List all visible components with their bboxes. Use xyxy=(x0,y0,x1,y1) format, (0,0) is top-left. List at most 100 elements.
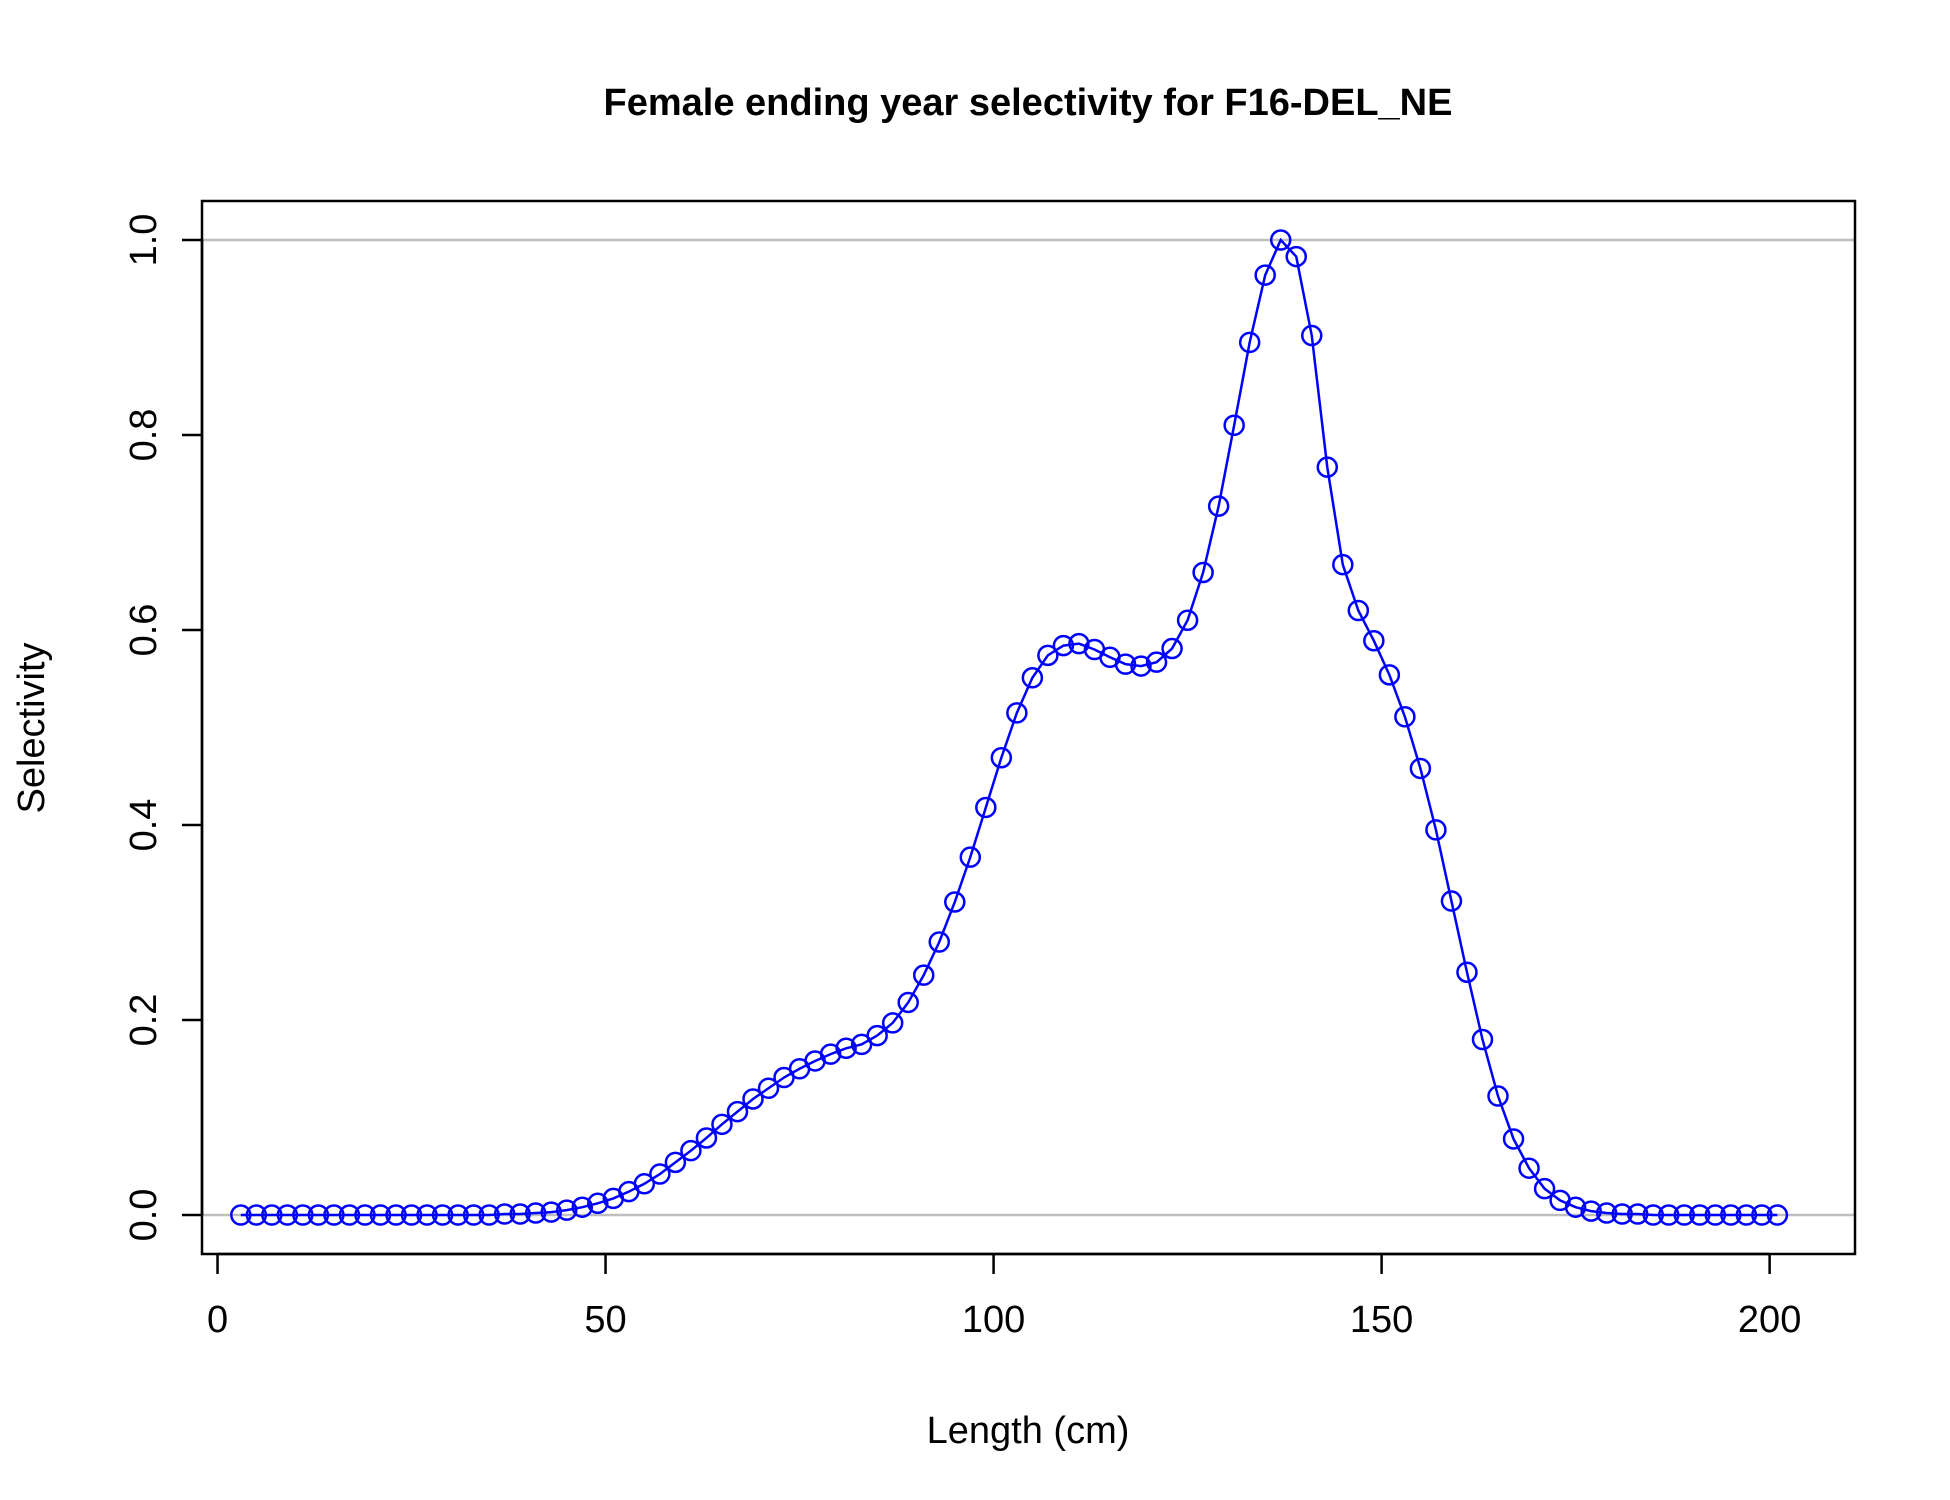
data-point xyxy=(1580,1200,1602,1222)
data-point xyxy=(1332,553,1354,576)
data-point xyxy=(1238,331,1261,354)
data-point xyxy=(1440,890,1463,912)
x-tick-label: 0 xyxy=(207,1299,228,1341)
data-point xyxy=(1409,757,1432,780)
data-point xyxy=(307,1204,330,1226)
x-tick-label: 200 xyxy=(1738,1299,1801,1341)
data-point xyxy=(1564,1196,1587,1218)
data-point xyxy=(912,964,935,986)
data-point xyxy=(695,1127,718,1149)
x-axis-label: Length (cm) xyxy=(927,1410,1130,1452)
data-point xyxy=(431,1204,454,1226)
data-point xyxy=(928,931,951,953)
chart-title: Female ending year selectivity for F16-D… xyxy=(604,82,1453,124)
data-point xyxy=(649,1163,671,1185)
data-point xyxy=(1720,1204,1742,1226)
data-point xyxy=(1176,609,1199,631)
data-point xyxy=(323,1204,345,1226)
data-point xyxy=(1269,229,1292,251)
data-point xyxy=(1425,819,1447,841)
data-point xyxy=(1114,653,1137,675)
data-point xyxy=(292,1204,314,1226)
data-point xyxy=(1145,651,1168,673)
data-point xyxy=(509,1203,531,1225)
data-point xyxy=(1471,1028,1494,1051)
data-point xyxy=(1673,1204,1696,1226)
y-tick-label: 0.2 xyxy=(123,994,165,1047)
data-point xyxy=(1347,599,1370,622)
y-tick-label: 0.6 xyxy=(123,604,165,657)
data-point xyxy=(1456,961,1478,983)
data-point xyxy=(1223,414,1245,436)
data-point xyxy=(726,1100,749,1123)
plot-frame xyxy=(200,199,1857,1256)
data-point xyxy=(555,1199,578,1221)
y-tick-label: 1.0 xyxy=(123,214,165,267)
y-tick-label: 0.0 xyxy=(123,1189,165,1242)
data-point xyxy=(416,1204,438,1226)
data-point xyxy=(1037,644,1059,667)
data-point xyxy=(664,1151,687,1174)
data-point xyxy=(959,846,982,868)
data-point xyxy=(478,1204,500,1226)
data-point xyxy=(1766,1204,1789,1226)
data-point xyxy=(866,1024,888,1047)
data-point xyxy=(400,1204,423,1226)
data-point xyxy=(1642,1204,1664,1226)
data-point xyxy=(1595,1202,1618,1224)
data-point xyxy=(338,1204,361,1226)
data-point xyxy=(897,991,919,1014)
data-point xyxy=(261,1204,283,1226)
data-point xyxy=(462,1204,485,1226)
data-point xyxy=(245,1204,268,1226)
data-points xyxy=(230,229,1789,1226)
data-point xyxy=(881,1012,904,1034)
data-point xyxy=(540,1201,562,1223)
data-point xyxy=(1052,634,1075,657)
data-point xyxy=(1657,1204,1680,1226)
data-point xyxy=(1533,1177,1556,1200)
data-point xyxy=(742,1088,764,1110)
x-tick-label: 100 xyxy=(962,1299,1025,1341)
data-point xyxy=(1130,655,1152,677)
data-point xyxy=(1254,264,1276,286)
data-point xyxy=(1518,1157,1540,1179)
data-point xyxy=(1378,664,1401,686)
data-point xyxy=(1021,667,1044,689)
y-tick-label: 0.4 xyxy=(123,799,165,852)
data-point xyxy=(369,1204,392,1226)
data-point xyxy=(633,1173,656,1195)
data-point xyxy=(990,746,1013,769)
data-point xyxy=(230,1204,252,1226)
data-point xyxy=(757,1077,780,1099)
data-point xyxy=(1363,629,1385,652)
data-point xyxy=(1006,702,1028,724)
data-point xyxy=(1611,1203,1633,1225)
data-point xyxy=(1161,637,1183,660)
data-point xyxy=(1285,245,1307,268)
data-point xyxy=(711,1113,733,1136)
data-point xyxy=(1704,1204,1727,1226)
data-point xyxy=(354,1204,376,1226)
data-point xyxy=(1207,495,1230,517)
series-line-group xyxy=(240,237,1778,1217)
series-line xyxy=(240,237,1778,1217)
data-point xyxy=(1751,1204,1773,1226)
data-point xyxy=(587,1192,609,1215)
data-point xyxy=(1626,1203,1649,1225)
data-point xyxy=(680,1139,702,1162)
data-point xyxy=(835,1037,857,1060)
data-point xyxy=(276,1204,299,1226)
data-point xyxy=(447,1204,469,1226)
x-tick-label: 150 xyxy=(1350,1299,1413,1341)
data-point xyxy=(524,1202,547,1224)
data-point xyxy=(493,1203,516,1225)
data-point xyxy=(571,1196,594,1218)
data-point xyxy=(1316,456,1339,478)
y-tick-label: 0.8 xyxy=(123,409,165,462)
data-point xyxy=(385,1204,407,1226)
x-tick-label: 50 xyxy=(584,1299,626,1341)
data-point xyxy=(1735,1204,1758,1226)
